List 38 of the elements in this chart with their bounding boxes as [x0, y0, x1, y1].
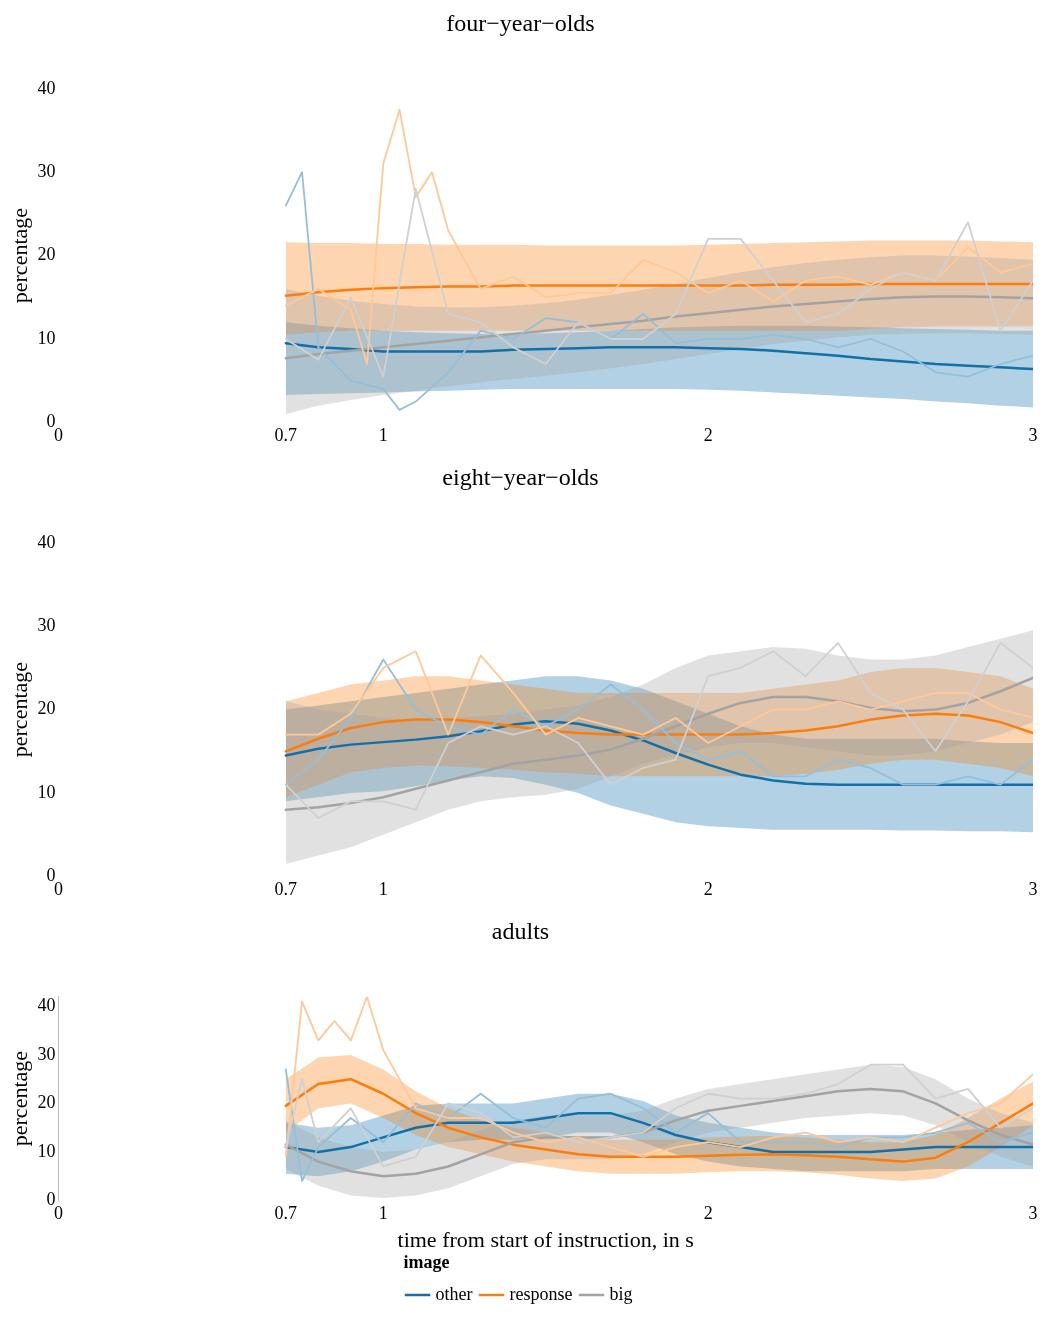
y-axis-title: percentage	[6, 207, 32, 304]
y-tick-label: 40	[37, 531, 56, 552]
y-tick-label: 0	[46, 1189, 56, 1210]
y-tick-label: 10	[37, 1140, 56, 1161]
y-tick-label: 40	[37, 995, 56, 1016]
x-tick-label: 3	[1028, 1202, 1038, 1223]
y-tick-label: 20	[37, 1092, 56, 1113]
x-tick-label: 1	[378, 424, 388, 445]
y-tick-label: 40	[37, 77, 56, 98]
x-tick-label: 1	[378, 1202, 388, 1223]
chart-title: adults	[491, 917, 550, 944]
y-tick-label: 20	[37, 698, 56, 719]
legend-label: other	[435, 1283, 473, 1304]
legend-label: response	[509, 1283, 573, 1304]
y-tick-label: 30	[37, 1043, 56, 1064]
y-tick-label: 30	[37, 160, 56, 181]
y-tick-label: 20	[37, 244, 56, 265]
y-axis-title: percentage	[6, 1050, 32, 1147]
legend-label: big	[609, 1283, 633, 1304]
x-tick-label: 2	[703, 878, 713, 899]
chart-title: four−year−olds	[446, 9, 595, 36]
x-tick-label: 1	[378, 878, 388, 899]
y-tick-label: 0	[46, 411, 56, 432]
legend-title: image	[403, 1252, 450, 1273]
y-axis-title: percentage	[6, 661, 32, 758]
y-tick-label: 10	[37, 781, 56, 802]
x-tick-label: 0.7	[274, 424, 298, 445]
x-tick-label: 2	[703, 1202, 713, 1223]
x-tick-label: 3	[1028, 878, 1038, 899]
x-tick-label: 2	[703, 424, 713, 445]
x-axis-title: time from start of instruction, in s	[397, 1226, 694, 1252]
y-tick-label: 30	[37, 614, 56, 635]
x-tick-label: 0.7	[274, 878, 298, 899]
x-tick-label: 3	[1028, 424, 1038, 445]
y-tick-label: 10	[37, 327, 56, 348]
chart-title: eight−year−olds	[442, 463, 599, 490]
x-tick-label: 0.7	[274, 1202, 298, 1223]
y-tick-label: 0	[46, 865, 56, 886]
